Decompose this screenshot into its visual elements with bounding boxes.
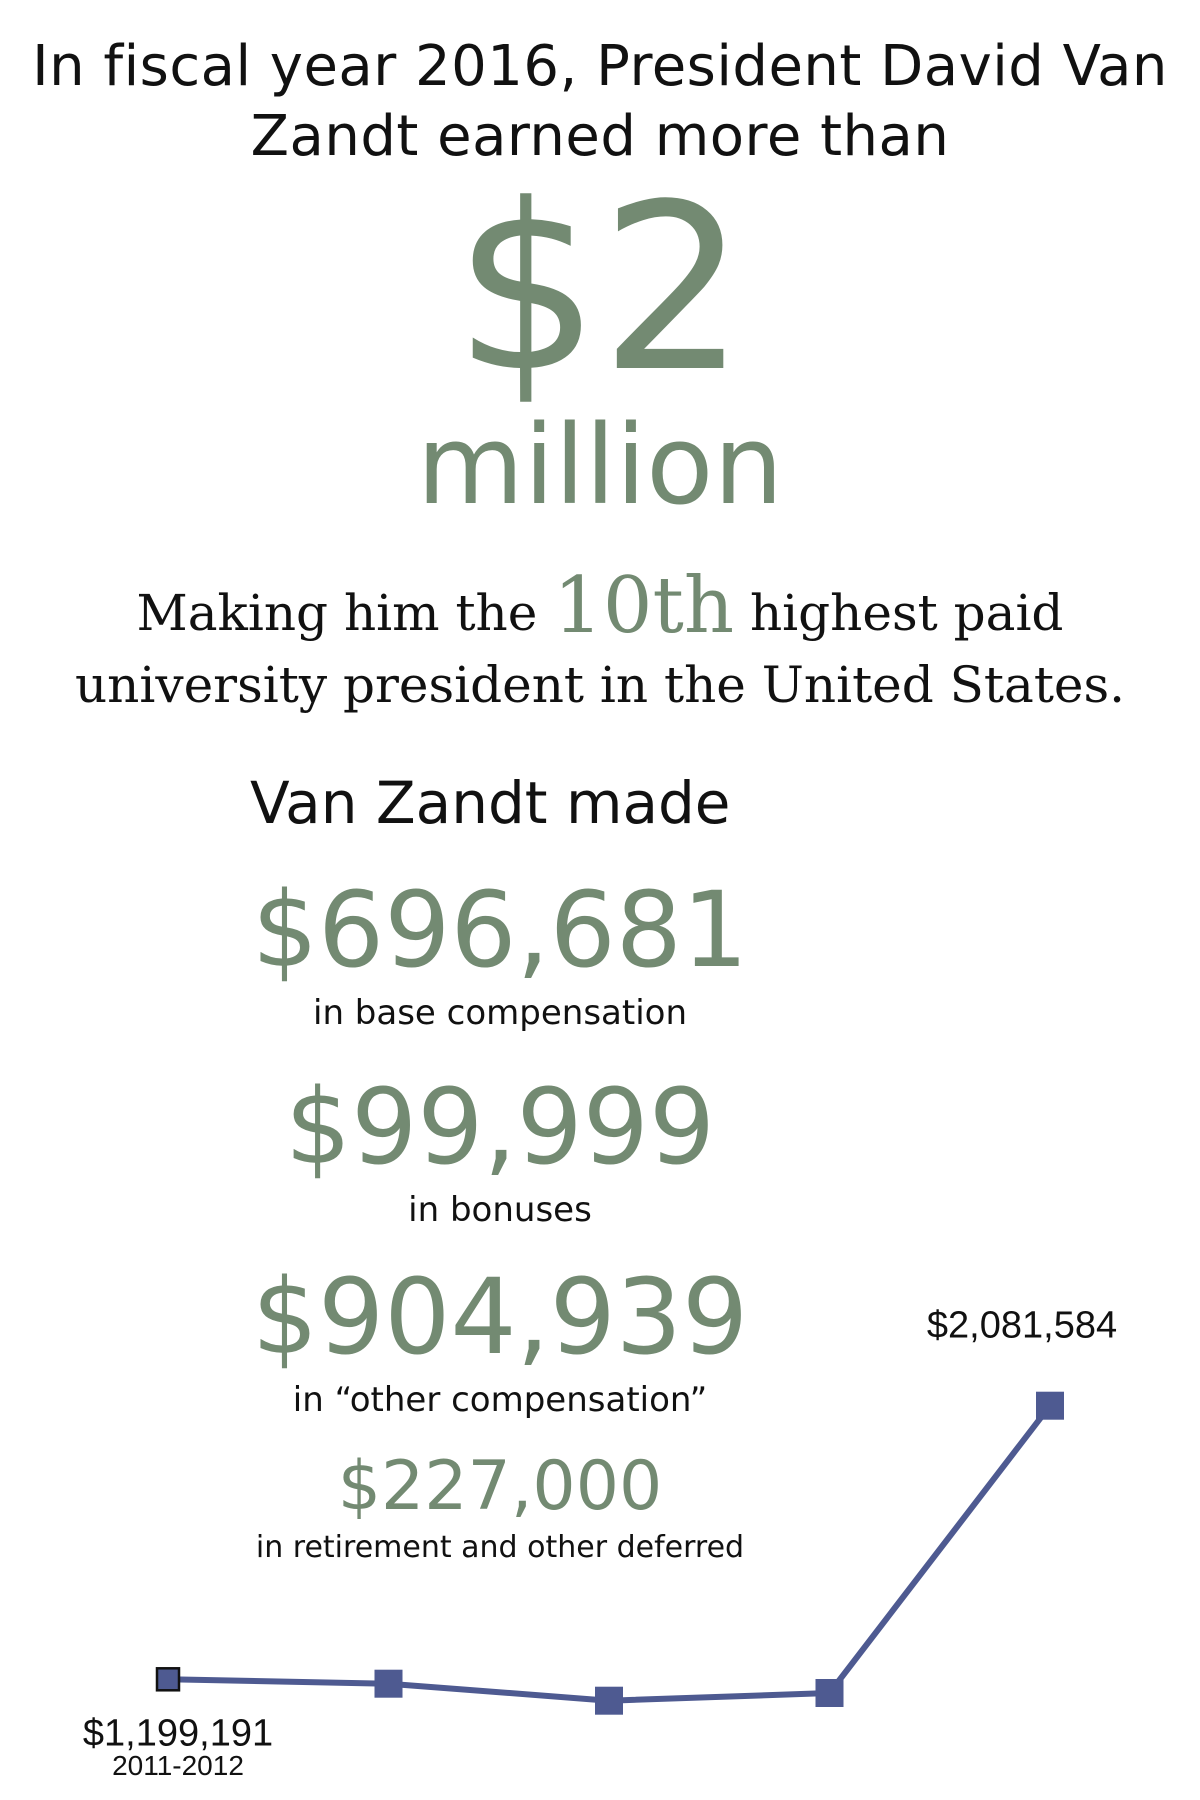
headline: In fiscal year 2016, President David Van… (0, 32, 1200, 172)
point-label-first: $1,199,191 (83, 1712, 273, 1754)
stat-amount: $99,999 (284, 1066, 716, 1188)
rank-suffix: highest paid (749, 584, 1064, 642)
rank-line-2: university president in the United State… (74, 656, 1126, 714)
stat-bonuses: $99,999 in bonuses (0, 1065, 1000, 1231)
data-point-marker (1036, 1391, 1064, 1420)
headline-line-1: In fiscal year 2016, President David Van (32, 34, 1168, 99)
rank-ordinal: 10th (553, 561, 735, 651)
data-point-marker (815, 1679, 844, 1707)
stat-caption: in “other compensation” (292, 1380, 708, 1420)
big-unit: million (416, 401, 784, 529)
stat-caption: in retirement and other deferred (255, 1530, 745, 1565)
rank-statement: Making him the 10th highest paid univers… (0, 567, 1200, 721)
stat-caption: in bonuses (408, 1190, 592, 1230)
stat-caption: in base compensation (313, 993, 687, 1033)
stat-retirement-deferred: $227,000 in retirement and other deferre… (0, 1445, 1000, 1567)
stat-amount: $696,681 (251, 869, 749, 991)
breakdown-intro: Van Zandt made (250, 769, 731, 837)
stat-amount: $227,000 (337, 1447, 663, 1526)
headline-line-2: Zandt earned more than (250, 104, 950, 169)
data-point-marker (595, 1686, 623, 1715)
data-point-marker (374, 1669, 403, 1698)
x-tick-label: 2011-2012 (112, 1750, 244, 1781)
stat-base-compensation: $696,681 in base compensation (0, 868, 1000, 1034)
rank-prefix: Making him the (136, 584, 538, 642)
data-point-marker (155, 1667, 181, 1692)
big-amount: $2 (453, 156, 747, 423)
stat-other-compensation: $904,939 in “other compensation” (0, 1255, 1000, 1421)
stat-amount: $904,939 (251, 1256, 749, 1378)
